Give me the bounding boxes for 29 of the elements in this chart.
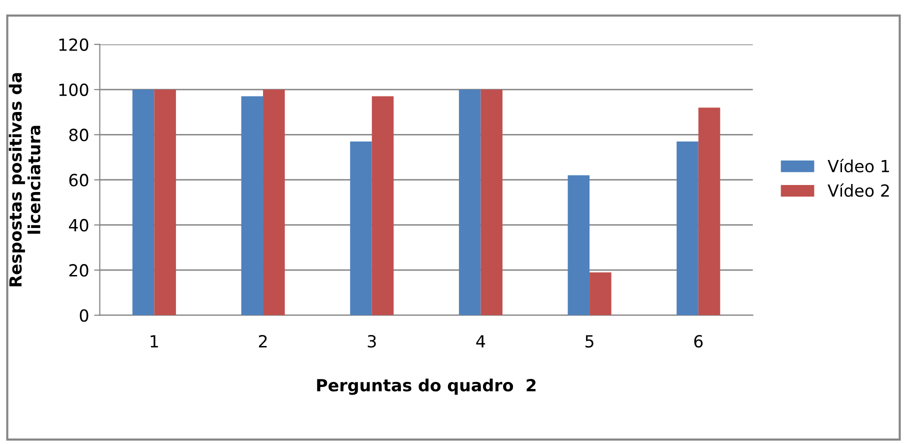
legend-label: Vídeo 1: [828, 158, 889, 172]
bar: [590, 272, 612, 316]
x-tick-label: 2: [258, 334, 267, 348]
bar: [132, 90, 154, 316]
legend-label: Vídeo 2: [828, 183, 889, 197]
y-axis-title: Respostas positivas da licenciatura: [8, 73, 40, 286]
bar: [698, 108, 720, 316]
y-tick-label: 80: [69, 128, 88, 142]
x-tick-label: 4: [476, 335, 486, 348]
y-tick-label: 40: [68, 218, 88, 232]
bar: [568, 175, 590, 316]
bar: [480, 90, 502, 316]
bar: [154, 90, 176, 316]
x-tick-label: 1: [150, 335, 158, 348]
x-tick-label: 6: [694, 334, 703, 348]
x-tick-label: 3: [368, 334, 376, 348]
bar: [458, 90, 481, 316]
bar: [241, 96, 264, 316]
y-tick-label: 100: [59, 84, 88, 96]
bar: [372, 96, 394, 316]
bar: [676, 141, 698, 316]
y-tick-label: 0: [80, 309, 88, 322]
y-tick-label: 120: [59, 38, 88, 51]
x-axis-title: Perguntas do quadro 2: [317, 378, 536, 395]
x-tick-label: 5: [586, 335, 594, 348]
bar: [263, 90, 285, 316]
y-tick-label: 60: [69, 174, 88, 186]
bar: [350, 141, 372, 316]
y-tick-label: 20: [69, 264, 88, 277]
